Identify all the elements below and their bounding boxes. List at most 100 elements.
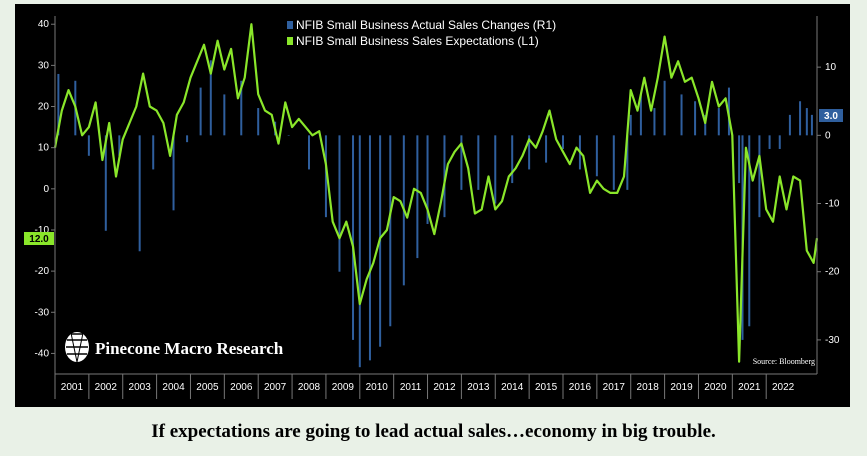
bar-sales-changes xyxy=(460,135,463,190)
bar-sales-changes xyxy=(758,135,761,218)
x-axis-tick-label: 2012 xyxy=(433,382,456,393)
bar-sales-changes xyxy=(358,135,361,368)
legend-swatch-sales-changes xyxy=(287,21,293,29)
bar-sales-changes xyxy=(199,87,202,136)
x-axis-tick-label: 2019 xyxy=(670,382,693,393)
bar-sales-changes xyxy=(389,135,392,327)
bar-sales-changes xyxy=(694,101,697,136)
line-sales-expectations xyxy=(53,23,819,363)
bar-sales-changes xyxy=(639,94,642,136)
bar-sales-changes xyxy=(87,135,90,156)
bar-sales-changes xyxy=(680,94,683,136)
caption: If expectations are going to lead actual… xyxy=(151,421,716,442)
brand-logo: Pinecone Macro Research xyxy=(65,332,284,363)
bar-sales-changes xyxy=(152,135,155,170)
bar-sales-changes xyxy=(788,114,791,136)
bar-sales-changes xyxy=(104,135,107,231)
bar-sales-changes xyxy=(257,108,260,136)
bar-sales-changes xyxy=(338,135,341,272)
bar-sales-changes xyxy=(186,135,189,143)
x-axis-tick-label: 2022 xyxy=(772,382,795,393)
right-axis-tick-label: -30 xyxy=(825,335,840,346)
bar-sales-changes xyxy=(738,135,741,184)
x-axis-tick-label: 2013 xyxy=(467,382,490,393)
legend-label-sales-changes: NFIB Small Business Actual Sales Changes… xyxy=(296,18,556,32)
x-axis-tick-label: 2018 xyxy=(637,382,660,393)
bar-sales-changes xyxy=(308,135,310,170)
bar-sales-changes xyxy=(545,135,548,163)
bar-sales-changes xyxy=(416,135,419,259)
right-axis-tick-label: 10 xyxy=(825,62,837,73)
bar-sales-changes xyxy=(494,135,497,204)
x-axis-tick-label: 2005 xyxy=(196,382,219,393)
x-axis-tick-label: 2002 xyxy=(95,382,118,393)
bar-sales-changes xyxy=(287,135,290,136)
bar-sales-changes xyxy=(443,135,446,218)
bar-sales-changes xyxy=(810,114,813,136)
left-axis-tick-label: -40 xyxy=(35,348,50,359)
legend-label-sales-expectations: NFIB Small Business Sales Expectations (… xyxy=(296,34,539,48)
x-axis-tick-label: 2007 xyxy=(264,382,287,393)
left-axis-tick-label: -30 xyxy=(35,307,50,318)
left-axis-tick-label: 20 xyxy=(38,102,50,113)
right-axis-tick-label: -10 xyxy=(825,199,840,210)
x-axis-tick-label: 2021 xyxy=(738,382,761,393)
left-axis-tick-label: 0 xyxy=(43,184,49,195)
left-last-value-badge: 12.0 xyxy=(24,232,54,245)
x-axis-tick-label: 2015 xyxy=(535,382,558,393)
left-axis-tick-label: -20 xyxy=(35,266,50,277)
bar-sales-changes xyxy=(223,94,226,136)
bar-sales-changes xyxy=(653,108,656,136)
bar-sales-changes xyxy=(778,135,781,149)
x-axis-tick-label: 2003 xyxy=(129,382,152,393)
bar-sales-changes xyxy=(768,135,771,149)
bar-sales-changes xyxy=(612,135,615,190)
bar-sales-changes xyxy=(138,135,141,252)
bar-sales-changes xyxy=(240,80,243,136)
bar-sales-changes xyxy=(426,135,429,224)
x-axis-tick-label: 2006 xyxy=(230,382,253,393)
left-last-value: 12.0 xyxy=(29,234,49,245)
legend: NFIB Small Business Actual Sales Changes… xyxy=(287,18,556,48)
bar-sales-changes xyxy=(805,108,808,136)
bar-sales-changes xyxy=(626,135,629,190)
bar-sales-changes xyxy=(717,108,720,136)
x-axis-tick-label: 2014 xyxy=(501,382,524,393)
bar-sales-changes xyxy=(324,135,327,218)
legend-swatch-sales-expectations xyxy=(287,37,293,45)
x-axis-tick-label: 2017 xyxy=(603,382,626,393)
bar-sales-changes xyxy=(562,135,564,149)
right-axis-tick-label: -20 xyxy=(825,267,840,278)
right-axis-tick-label: 0 xyxy=(825,130,831,141)
bar-sales-changes xyxy=(799,101,802,136)
left-axis-tick-label: 10 xyxy=(38,143,50,154)
brand-name: Pinecone Macro Research xyxy=(95,339,284,358)
x-axis-tick-label: 2004 xyxy=(162,382,185,393)
bar-sales-changes xyxy=(368,135,371,361)
x-axis-tick-label: 2011 xyxy=(400,382,422,393)
right-last-value: 3.0 xyxy=(824,111,838,122)
left-axis-tick-label: 30 xyxy=(38,60,50,71)
bar-sales-changes xyxy=(595,135,598,177)
x-axis-tick-label: 2009 xyxy=(332,382,355,393)
bar-sales-changes xyxy=(209,60,212,136)
bar-sales-changes xyxy=(629,114,632,136)
pinecone-icon xyxy=(65,332,89,363)
chart-frame: 40 30 20 10 0 -10 -20 -30 -40 10 0 -10 -20 -30 2001 200… xyxy=(15,4,850,407)
bar-sales-changes xyxy=(477,135,480,190)
left-axis-tick-label: 40 xyxy=(38,19,50,30)
x-axis-tick-label: 2001 xyxy=(61,382,84,393)
bar-sales-changes xyxy=(663,80,666,136)
bar-sales-changes xyxy=(57,73,60,136)
bar-sales-changes xyxy=(748,135,751,327)
bar-sales-changes xyxy=(172,135,175,211)
right-last-value-badge: 3.0 xyxy=(819,109,843,122)
x-axis-tick-label: 2020 xyxy=(704,382,727,393)
x-axis-tick-label: 2008 xyxy=(298,382,321,393)
bar-sales-changes xyxy=(704,114,707,136)
x-axis-tick-label: 2010 xyxy=(366,382,389,393)
x-axis-tick-label: 2016 xyxy=(569,382,592,393)
source-note: Source: Bloomberg xyxy=(753,357,815,366)
bar-sales-changes xyxy=(528,135,531,170)
